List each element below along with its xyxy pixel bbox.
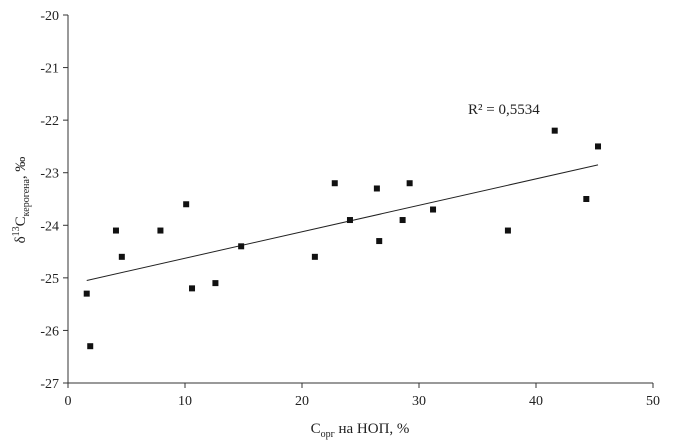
x-tick-label: 30 — [412, 394, 426, 409]
x-axis-title: Cорг на НОП, % — [311, 421, 410, 440]
data-point — [346, 217, 353, 224]
data-point — [376, 238, 383, 245]
y-tick-label: -23 — [40, 167, 59, 182]
data-point — [87, 343, 94, 350]
trendline — [86, 164, 599, 281]
data-point — [373, 185, 380, 192]
data-point — [183, 201, 190, 208]
y-tick-label: -22 — [40, 114, 59, 129]
axes — [67, 15, 653, 384]
data-point — [331, 180, 338, 187]
x-tick-label: 40 — [529, 394, 543, 409]
data-point — [118, 253, 125, 260]
data-point — [551, 127, 558, 134]
data-point — [595, 143, 602, 150]
data-points — [83, 127, 602, 350]
y-axis-title: δ13Cкерогена, ‰ — [11, 157, 32, 244]
y-tick-label: -26 — [40, 324, 59, 339]
y-ticks: -27 -26 -25 -24 -23 -22 -21 -20 — [40, 9, 68, 392]
x-tick-label: 20 — [295, 394, 309, 409]
data-point — [311, 253, 318, 260]
data-point — [583, 196, 590, 202]
y-tick-label: -27 — [40, 377, 59, 392]
data-point — [212, 280, 219, 287]
data-point — [430, 206, 437, 213]
data-point — [238, 243, 245, 250]
r-squared-annotation: R² = 0,5534 — [468, 102, 540, 118]
x-tick-label: 10 — [178, 394, 192, 409]
data-point — [504, 227, 511, 234]
data-point — [399, 217, 406, 224]
trendline-group — [86, 164, 599, 281]
x-tick-label: 0 — [65, 394, 72, 409]
x-ticks: 0 10 20 30 40 50 — [65, 383, 660, 409]
y-tick-label: -25 — [40, 272, 59, 287]
data-point — [189, 285, 196, 292]
data-point — [406, 180, 413, 187]
y-tick-label: -24 — [40, 219, 59, 234]
data-point — [112, 227, 119, 234]
data-point — [83, 290, 90, 297]
x-tick-label: 50 — [646, 394, 660, 409]
data-point — [157, 227, 164, 234]
y-tick-label: -21 — [40, 62, 59, 77]
y-tick-label: -20 — [40, 9, 59, 24]
